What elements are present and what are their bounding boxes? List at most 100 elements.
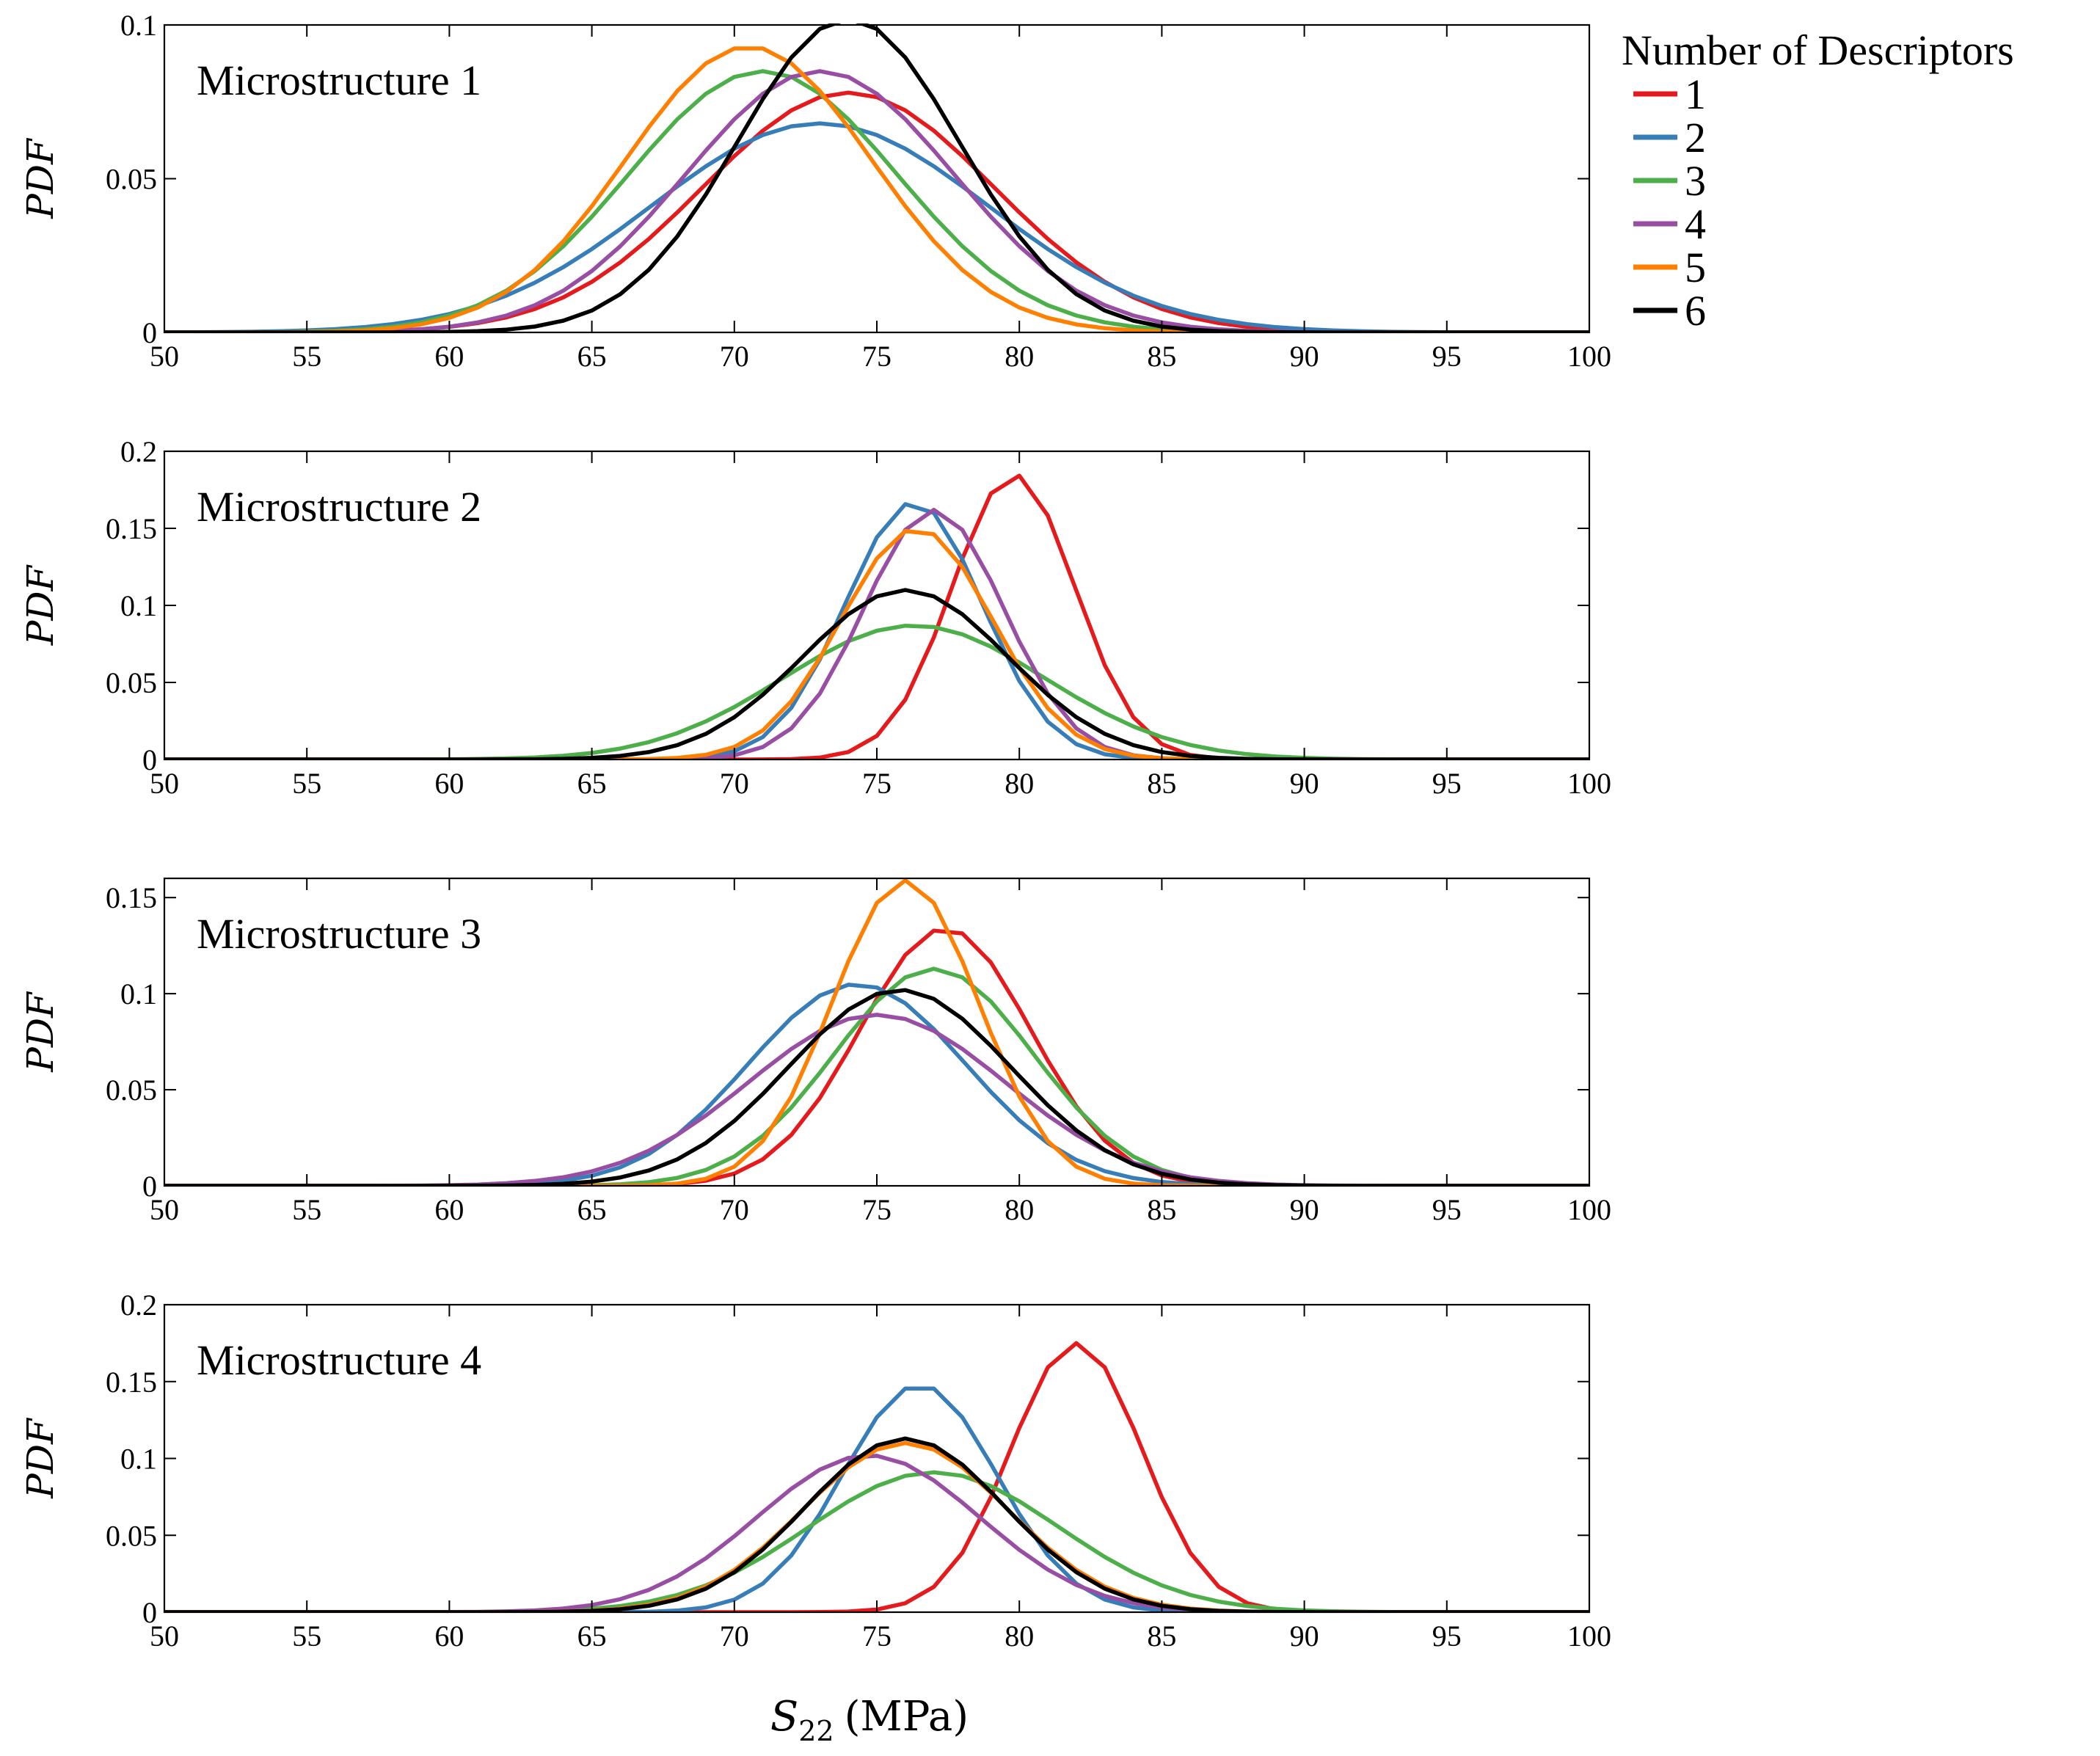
x-tick-label: 100 [1567, 1193, 1611, 1226]
x-tick-label: 90 [1290, 340, 1319, 373]
legend-entry-3: 3 [1633, 157, 1706, 205]
legend-entry-6: 6 [1633, 287, 1706, 335]
panel-title: Microstructure 1 [197, 57, 481, 104]
x-axis-label: S22 (MPa) [770, 1693, 969, 1747]
x-tick-label: 80 [1005, 1193, 1034, 1226]
y-tick-label: 0.15 [106, 512, 157, 545]
legend-label: 1 [1685, 70, 1706, 118]
x-tick-label: 95 [1432, 1193, 1462, 1226]
series-line-3 [164, 966, 1589, 1186]
x-tick-label: 55 [292, 1193, 321, 1226]
y-tick-label: 0.2 [120, 1289, 157, 1322]
panel-4: PDF 50 55 60 65 70 75 80 85 90 95 100 0 0.05 0.1 0.15 0.… [19, 1289, 1611, 1653]
x-tick-label: 85 [1147, 340, 1176, 373]
y-axis-label: PDF [19, 137, 62, 219]
x-tick-label: 65 [577, 340, 607, 373]
legend-label: 5 [1685, 244, 1706, 291]
y-tick-label: 0.1 [120, 589, 157, 622]
panel-title: Microstructure 2 [197, 483, 481, 531]
x-tick-label: 70 [720, 1620, 749, 1653]
x-tick-label: 70 [720, 340, 749, 373]
series-line-2 [164, 1386, 1589, 1612]
x-tick-label: 90 [1290, 1620, 1319, 1653]
x-tick-label: 75 [862, 340, 892, 373]
legend-title: Number of Descriptors [1622, 26, 2014, 74]
x-tick-label: 60 [434, 1620, 464, 1653]
panel-1: PDF 50 55 60 65 70 75 80 85 90 95 100 0 0.05 0.1 Micros… [19, 9, 1611, 373]
x-tick-label: 55 [292, 1620, 321, 1653]
legend-label: 4 [1685, 200, 1706, 248]
y-tick-label: 0.1 [120, 977, 157, 1010]
x-tick-label: 65 [577, 767, 607, 800]
x-tick-label: 90 [1290, 1193, 1319, 1226]
y-tick-label: 0.15 [106, 881, 157, 914]
y-tick-label: 0 [142, 1170, 157, 1203]
legend-entry-1: 1 [1633, 70, 1706, 118]
x-tick-label: 65 [577, 1620, 607, 1653]
x-tick-label: 95 [1432, 340, 1462, 373]
legend-label: 3 [1685, 157, 1706, 205]
y-tick-label: 0 [142, 1596, 157, 1629]
legend-entry-5: 5 [1633, 244, 1706, 291]
x-tick-label: 80 [1005, 340, 1034, 373]
x-tick-label: 75 [862, 767, 892, 800]
x-tick-label: 95 [1432, 767, 1462, 800]
series-line-4 [164, 69, 1589, 332]
y-tick-label: 0.05 [106, 1074, 157, 1107]
series-line-6 [164, 588, 1589, 759]
x-tick-label: 65 [577, 1193, 607, 1226]
y-tick-label: 0 [142, 316, 157, 349]
legend-entry-2: 2 [1633, 114, 1706, 161]
series-line-4 [164, 1013, 1589, 1186]
series-line-5 [164, 528, 1589, 759]
panel-3: PDF 50 55 60 65 70 75 80 85 90 95 100 0 0.05 0.1 0.15 Mi… [19, 877, 1611, 1226]
x-tick-label: 80 [1005, 767, 1034, 800]
y-axis-label: PDF [19, 564, 62, 646]
panel-title: Microstructure 4 [197, 1336, 481, 1384]
x-tick-label: 100 [1567, 340, 1611, 373]
y-tick-label: 0.2 [120, 435, 157, 468]
legend-entry-4: 4 [1633, 200, 1706, 248]
x-tick-label: 100 [1567, 1620, 1611, 1653]
series-line-4 [164, 1454, 1589, 1612]
series-line-5 [164, 46, 1589, 332]
legend-label: 2 [1685, 114, 1706, 161]
series-line-5 [164, 878, 1589, 1186]
series-line-3 [164, 623, 1589, 759]
chart-panels: PDF 50 55 60 65 70 75 80 85 90 95 100 0 0.05 0.1 Micros… [19, 9, 1611, 1653]
y-tick-label: 0.1 [120, 1443, 157, 1476]
x-tick-label: 50 [150, 1620, 179, 1653]
x-tick-label: 75 [862, 1620, 892, 1653]
series-line-2 [164, 121, 1589, 332]
y-axis-label: PDF [19, 1417, 62, 1499]
x-tick-label: 100 [1567, 767, 1611, 800]
y-tick-label: 0.1 [120, 9, 157, 42]
y-tick-label: 0 [142, 743, 157, 776]
x-tick-label: 85 [1147, 1620, 1176, 1653]
y-axis-label: PDF [19, 991, 62, 1073]
panel-title: Microstructure 3 [197, 910, 481, 958]
x-tick-label: 50 [150, 767, 179, 800]
series-line-3 [164, 1470, 1589, 1612]
x-tick-label: 55 [292, 767, 321, 800]
series-line-1 [164, 928, 1589, 1186]
x-tick-label: 90 [1290, 767, 1319, 800]
x-tick-label: 50 [150, 340, 179, 373]
x-tick-label: 75 [862, 1193, 892, 1226]
y-tick-label: 0.05 [106, 666, 157, 699]
x-tick-label: 60 [434, 340, 464, 373]
series-line-6 [164, 1436, 1589, 1612]
series-line-1 [164, 473, 1589, 759]
x-tick-label: 50 [150, 1193, 179, 1226]
x-tick-label: 85 [1147, 767, 1176, 800]
x-tick-label: 95 [1432, 1620, 1462, 1653]
series-line-2 [164, 502, 1589, 759]
y-tick-label: 0.05 [106, 1519, 157, 1552]
series-line-1 [164, 90, 1589, 332]
x-tick-label: 80 [1005, 1620, 1034, 1653]
panel-2: PDF 50 55 60 65 70 75 80 85 90 95 100 0 0.05 0.1 0.15 0.… [19, 435, 1611, 800]
x-tick-label: 85 [1147, 1193, 1176, 1226]
